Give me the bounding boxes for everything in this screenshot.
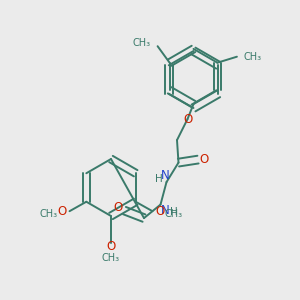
Text: H: H <box>170 207 178 217</box>
Text: CH₃: CH₃ <box>102 253 120 263</box>
Text: O: O <box>200 153 208 166</box>
Text: CH₃: CH₃ <box>133 38 151 48</box>
Text: CH₃: CH₃ <box>39 209 58 219</box>
Text: CH₃: CH₃ <box>164 209 183 219</box>
Text: O: O <box>113 201 122 214</box>
Text: CH₃: CH₃ <box>244 52 262 62</box>
Text: O: O <box>57 205 67 218</box>
Text: O: O <box>106 239 116 253</box>
Text: O: O <box>183 112 192 126</box>
Text: O: O <box>155 205 165 218</box>
Text: N: N <box>160 169 169 182</box>
Text: N: N <box>160 203 169 217</box>
Text: H: H <box>155 174 163 184</box>
